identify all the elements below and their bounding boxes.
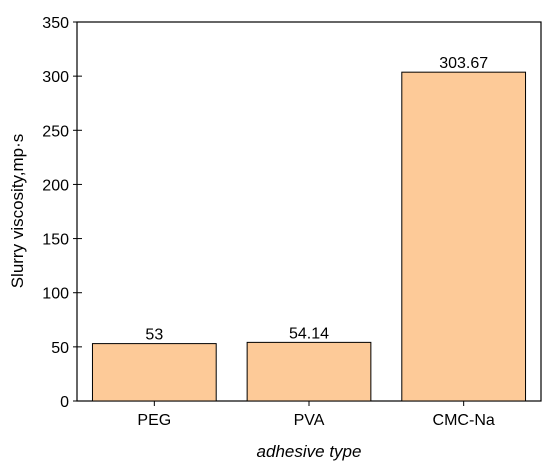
- bar-peg: [91, 343, 217, 402]
- y-tick-label: 50: [51, 340, 69, 357]
- data-label-pva: 54.14: [289, 325, 329, 342]
- y-tick-label: 350: [42, 15, 69, 32]
- x-axis-title: adhesive type: [257, 442, 362, 461]
- y-tick-label: 100: [42, 286, 69, 303]
- y-axis-title: Slurry viscosity,mp·s: [8, 134, 27, 289]
- data-label-peg: 53: [145, 327, 163, 344]
- bar-pva: [246, 341, 372, 402]
- y-tick-label: 250: [42, 123, 69, 140]
- x-tick-label: CMC-Na: [433, 412, 495, 429]
- y-tick-label: 300: [42, 69, 69, 86]
- bars-group: 53 54.14 303.67: [91, 55, 527, 402]
- x-tick-label: PEG: [137, 412, 171, 429]
- x-tick-label: PVA: [294, 412, 325, 429]
- y-tick-label: 150: [42, 232, 69, 249]
- y-tick-label: 0: [60, 394, 69, 411]
- y-axis: 0 50 100 150 200 250 300 350: [42, 15, 82, 411]
- y-tick-label: 200: [42, 177, 69, 194]
- x-axis: PEG PVA CMC-Na: [137, 401, 495, 429]
- data-label-cmc-na: 303.67: [439, 55, 488, 72]
- bar-cmc-na: [401, 71, 527, 402]
